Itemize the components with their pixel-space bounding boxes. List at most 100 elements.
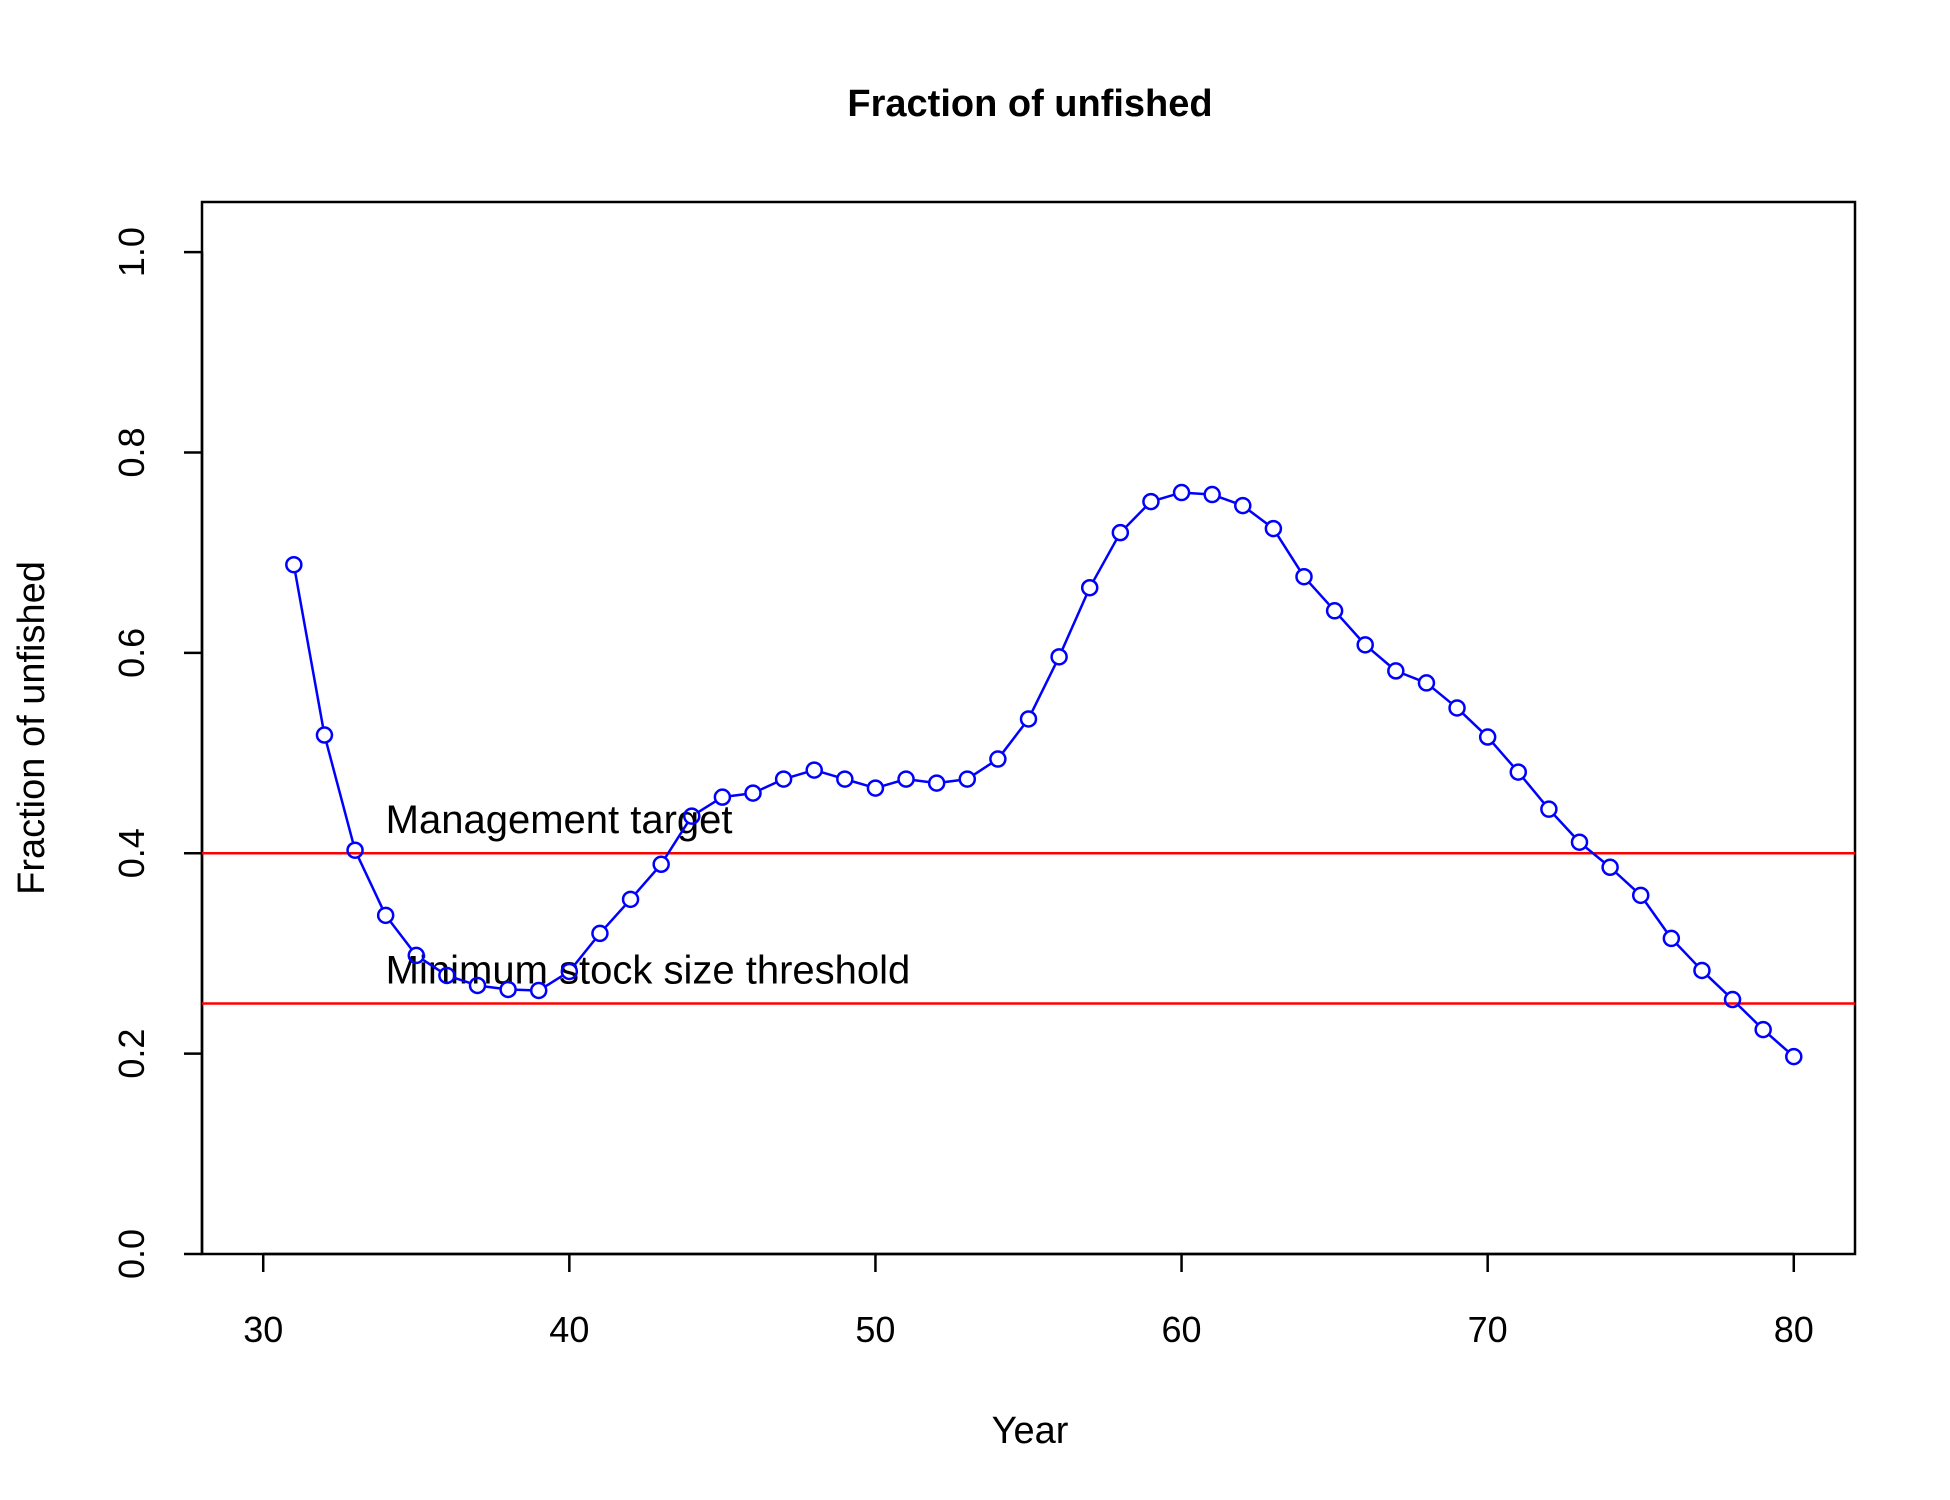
series-line-segment (852, 780, 868, 787)
data-point (376, 906, 395, 925)
data-point (1142, 492, 1160, 511)
data-point (989, 750, 1007, 768)
y-tick-label: 0.4 (111, 828, 152, 878)
series-line-segment (485, 985, 500, 990)
series-line-segment (944, 778, 960, 784)
reference-lines: Management target Minimum stock size thre… (202, 798, 1855, 1005)
series-line-segment (914, 778, 929, 784)
y-axis: 0.0 0.2 0.4 0.6 0.8 1.0 (111, 227, 204, 1279)
x-tick-label: 40 (549, 1309, 589, 1350)
y-tick-label: 0.6 (111, 628, 152, 678)
data-point (1295, 567, 1313, 586)
data-point (1417, 674, 1436, 692)
x-tick-label: 50 (855, 1309, 895, 1350)
data-point (958, 770, 977, 788)
series-line-segment (294, 572, 325, 727)
series-line-segment (973, 762, 992, 776)
series-line-segment (1031, 663, 1057, 712)
data-point (1325, 602, 1344, 620)
series-line-segment (1002, 724, 1025, 754)
data-point (1601, 858, 1619, 877)
data-point (1019, 710, 1038, 728)
data-point (499, 980, 517, 999)
data-point (1754, 1020, 1772, 1039)
data-point (652, 855, 670, 874)
series-line-segment (545, 974, 563, 988)
series-line-segment (1432, 687, 1452, 704)
chart-title: Fraction of unfished (847, 83, 1212, 125)
series-line-segment (1125, 506, 1146, 528)
data-point (1264, 519, 1283, 538)
y-tick-label: 0.0 (111, 1229, 152, 1279)
series-line-segment (1403, 672, 1419, 681)
series-line-segment (422, 959, 441, 972)
data-point (468, 976, 487, 995)
x-tick-label: 80 (1774, 1309, 1814, 1350)
series-line-segment (698, 800, 716, 813)
y-tick-label: 0.2 (111, 1029, 152, 1079)
series-line-segment (454, 976, 470, 985)
data-point (346, 841, 364, 859)
data-point (1693, 961, 1711, 980)
series-line-segment (389, 921, 413, 950)
series-line-segment (730, 792, 745, 798)
series-line-segment (1158, 493, 1174, 501)
series-line-segment (1189, 491, 1204, 496)
data-point (285, 555, 303, 574)
data-series (285, 483, 1803, 1066)
data-point (529, 981, 548, 1000)
x-tick-label: 60 (1162, 1309, 1202, 1350)
data-point (836, 770, 854, 788)
series-line-segment (1462, 712, 1483, 733)
data-point (1570, 833, 1589, 851)
series-line-segment (1276, 535, 1301, 571)
series-line-segment (1219, 496, 1236, 504)
series-line-segment (1492, 742, 1514, 767)
series-line-segment (1737, 1004, 1758, 1025)
series-line-segment (883, 780, 899, 787)
data-point (407, 946, 426, 965)
data-point (438, 966, 456, 985)
data-point (1080, 578, 1099, 597)
data-point (713, 788, 732, 806)
reference-line-label: Minimum stock size threshold (386, 949, 911, 993)
data-point (1478, 728, 1497, 746)
data-point (805, 761, 823, 779)
series-line-segment (1707, 975, 1728, 995)
data-point (927, 774, 946, 792)
data-point (744, 784, 762, 802)
series-line-segment (1339, 616, 1361, 640)
y-tick-label: 1.0 (111, 227, 152, 277)
data-point (1448, 699, 1466, 717)
data-point (774, 770, 793, 788)
series-line-segment (1553, 814, 1575, 837)
data-point (1172, 483, 1191, 502)
series-line-segment (822, 771, 838, 778)
x-tick-label: 30 (243, 1309, 283, 1350)
data-point (1203, 485, 1221, 504)
x-axis: 30 40 50 60 70 80 (243, 1252, 1814, 1350)
series-line-segment (1585, 846, 1605, 863)
series-line-segment (573, 939, 596, 966)
data-point (591, 924, 609, 943)
series-line-segment (1676, 943, 1697, 966)
series-line-segment (325, 742, 355, 843)
data-point (866, 779, 885, 797)
data-point (1234, 496, 1252, 515)
data-point (621, 890, 640, 909)
series-line-segment (1370, 649, 1391, 667)
data-point (1356, 636, 1374, 654)
data-point (897, 770, 915, 788)
data-point (560, 962, 579, 981)
series-line-segment (604, 904, 626, 928)
data-point (1785, 1047, 1803, 1066)
series-line-segment (635, 869, 657, 894)
y-tick-label: 0.8 (111, 427, 152, 477)
data-point (1662, 929, 1681, 948)
plot-frame (200, 200, 1857, 1256)
series-line-segment (1061, 594, 1088, 650)
data-point (1631, 886, 1650, 905)
data-point (683, 807, 701, 825)
series-line-segment (1644, 901, 1668, 933)
